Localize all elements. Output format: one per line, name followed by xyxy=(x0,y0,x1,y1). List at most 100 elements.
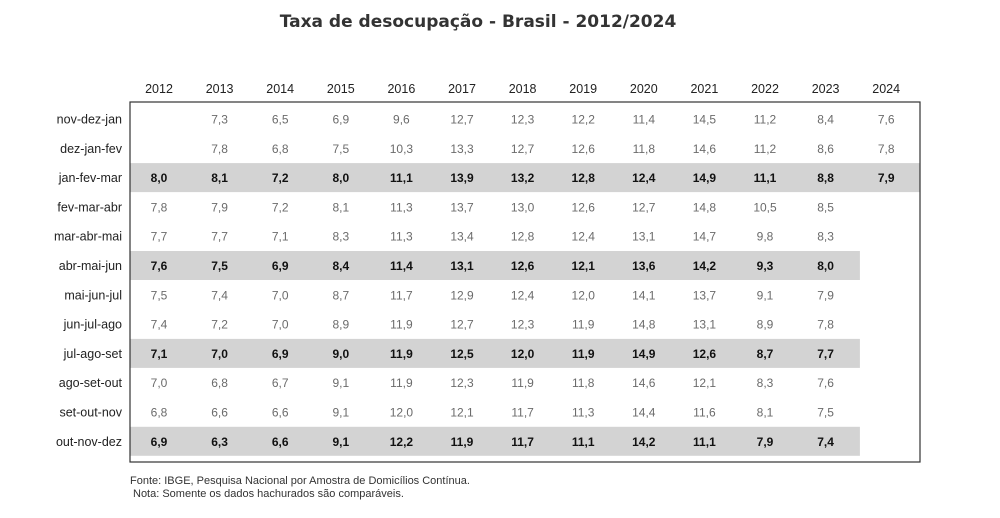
year-header-2016: 2016 xyxy=(387,82,415,96)
table-cell-mar-abr-mai-2021: 14,7 xyxy=(693,230,717,244)
table-cell-fev-mar-abr-2019: 12,6 xyxy=(572,200,596,214)
table-cell-set-out-nov-2017: 12,1 xyxy=(450,406,474,420)
table-cell-mar-abr-mai-2016: 11,3 xyxy=(390,230,413,244)
row-label-out-nov-dez: out-nov-dez xyxy=(56,435,122,449)
table-cell-out-nov-dez-2016: 12,2 xyxy=(390,435,414,449)
year-header-2013: 2013 xyxy=(206,82,234,96)
year-header-2015: 2015 xyxy=(327,82,355,96)
table-cell-ago-set-out-2013: 6,8 xyxy=(211,376,228,390)
table-cell-jan-fev-mar-2015: 8,0 xyxy=(332,171,349,185)
table-cell-mai-jun-jul-2020: 14,1 xyxy=(632,288,656,302)
table-cell-mai-jun-jul-2016: 11,7 xyxy=(390,288,413,302)
table-cell-ago-set-out-2017: 12,3 xyxy=(450,376,474,390)
table-cell-mar-abr-mai-2015: 8,3 xyxy=(332,230,349,244)
table-cell-abr-mai-jun-2023: 8,0 xyxy=(817,259,834,273)
table-cell-abr-mai-jun-2012: 7,6 xyxy=(151,259,168,273)
table-cell-jul-ago-set-2020: 14,9 xyxy=(632,347,656,361)
table-cell-jun-jul-ago-2020: 14,8 xyxy=(632,318,656,332)
table-cell-jul-ago-set-2014: 6,9 xyxy=(272,347,289,361)
table-cell-ago-set-out-2016: 11,9 xyxy=(390,376,413,390)
row-label-abr-mai-jun: abr-mai-jun xyxy=(59,259,122,273)
table-cell-out-nov-dez-2021: 11,1 xyxy=(693,435,716,449)
table-cell-jan-fev-mar-2012: 8,0 xyxy=(151,171,168,185)
table-cell-jun-jul-ago-2014: 7,0 xyxy=(272,318,289,332)
row-label-set-out-nov: set-out-nov xyxy=(59,406,122,420)
table-cell-ago-set-out-2021: 12,1 xyxy=(693,376,717,390)
table-cell-out-nov-dez-2014: 6,6 xyxy=(272,435,289,449)
highlight-band-jan-fev-mar xyxy=(130,163,920,193)
table-cell-nov-dez-jan-2014: 6,5 xyxy=(272,113,289,127)
chart-title: Taxa de desocupação - Brasil - 2012/2024 xyxy=(279,12,677,32)
table-cell-jul-ago-set-2017: 12,5 xyxy=(450,347,474,361)
table-cell-out-nov-dez-2015: 9,1 xyxy=(332,435,349,449)
table-border xyxy=(129,101,921,463)
table-cell-nov-dez-jan-2017: 12,7 xyxy=(450,113,474,127)
table-cell-mai-jun-jul-2017: 12,9 xyxy=(450,288,474,302)
table-cell-fev-mar-abr-2018: 13,0 xyxy=(511,200,535,214)
row-label-mar-abr-mai: mar-abr-mai xyxy=(54,230,122,244)
table-cell-jan-fev-mar-2020: 12,4 xyxy=(632,171,656,185)
table-cell-mai-jun-jul-2013: 7,4 xyxy=(211,288,228,302)
table-cell-dez-jan-fev-2015: 7,5 xyxy=(332,142,349,156)
table-cell-set-out-nov-2022: 8,1 xyxy=(757,406,774,420)
year-header-2020: 2020 xyxy=(630,82,658,96)
table-cell-jul-ago-set-2021: 12,6 xyxy=(693,347,717,361)
table-cell-fev-mar-abr-2017: 13,7 xyxy=(450,200,474,214)
table-cell-fev-mar-abr-2020: 12,7 xyxy=(632,200,656,214)
table-cell-jan-fev-mar-2023: 8,8 xyxy=(817,171,834,185)
table-cell-nov-dez-jan-2022: 11,2 xyxy=(754,113,777,127)
table-cell-set-out-nov-2013: 6,6 xyxy=(211,406,228,420)
table-cell-set-out-nov-2018: 11,7 xyxy=(511,406,534,420)
table-cell-out-nov-dez-2013: 6,3 xyxy=(211,435,228,449)
table-cell-fev-mar-abr-2012: 7,8 xyxy=(151,200,168,214)
table-cell-mai-jun-jul-2014: 7,0 xyxy=(272,288,289,302)
row-labels: nov-dez-jan dez-jan-fev jan-fev-mar fev-mar… xyxy=(54,113,123,449)
table-cell-dez-jan-fev-2020: 11,8 xyxy=(633,142,656,156)
table-cell-set-out-nov-2021: 11,6 xyxy=(693,406,716,420)
table-cell-ago-set-out-2012: 7,0 xyxy=(151,376,168,390)
table-cell-jul-ago-set-2015: 9,0 xyxy=(332,347,349,361)
table-cell-mar-abr-mai-2017: 13,4 xyxy=(450,230,474,244)
table-cell-set-out-nov-2019: 11,3 xyxy=(572,406,595,420)
table-cell-abr-mai-jun-2022: 9,3 xyxy=(757,259,774,273)
table-cell-fev-mar-abr-2021: 14,8 xyxy=(693,200,717,214)
table-cell-jun-jul-ago-2012: 7,4 xyxy=(151,318,168,332)
table-cell-jan-fev-mar-2019: 12,8 xyxy=(572,171,596,185)
table-cell-out-nov-dez-2018: 11,7 xyxy=(511,435,534,449)
table-cell-nov-dez-jan-2023: 8,4 xyxy=(817,113,834,127)
table-cell-jan-fev-mar-2018: 13,2 xyxy=(511,171,535,185)
table-cell-abr-mai-jun-2016: 11,4 xyxy=(390,259,413,273)
table-cell-nov-dez-jan-2015: 6,9 xyxy=(332,113,349,127)
table-cell-jun-jul-ago-2023: 7,8 xyxy=(817,318,834,332)
year-headers: 2012 2013 2014 2015 2016 2017 2018 2019 2020 2021… xyxy=(145,82,900,96)
table-cell-ago-set-out-2018: 11,9 xyxy=(511,376,534,390)
table-cell-jul-ago-set-2016: 11,9 xyxy=(390,347,413,361)
year-header-2012: 2012 xyxy=(145,82,173,96)
table-cell-out-nov-dez-2019: 11,1 xyxy=(572,435,595,449)
table-cell-jan-fev-mar-2013: 8,1 xyxy=(211,171,228,185)
table-cell-dez-jan-fev-2021: 14,6 xyxy=(693,142,717,156)
table-cell-set-out-nov-2015: 9,1 xyxy=(332,406,349,420)
row-label-ago-set-out: ago-set-out xyxy=(59,376,123,390)
table-cell-nov-dez-jan-2018: 12,3 xyxy=(511,113,535,127)
table-cell-jan-fev-mar-2022: 11,1 xyxy=(754,171,777,185)
comparability-note: Nota: Somente os dados hachurados são co… xyxy=(133,488,404,500)
table-cell-mar-abr-mai-2020: 13,1 xyxy=(632,230,656,244)
table-cell-mai-jun-jul-2022: 9,1 xyxy=(757,288,774,302)
table-cell-dez-jan-fev-2024: 7,8 xyxy=(878,142,895,156)
table-cell-ago-set-out-2015: 9,1 xyxy=(332,376,349,390)
highlight-band-out-nov-dez xyxy=(130,426,860,456)
highlight-band-abr-mai-jun xyxy=(130,251,860,280)
table-cell-ago-set-out-2020: 14,6 xyxy=(632,376,656,390)
table-cell-jan-fev-mar-2016: 11,1 xyxy=(390,171,413,185)
table-cell-nov-dez-jan-2021: 14,5 xyxy=(693,113,717,127)
year-header-2014: 2014 xyxy=(266,82,294,96)
table-cell-dez-jan-fev-2017: 13,3 xyxy=(450,142,474,156)
table-cell-jul-ago-set-2013: 7,0 xyxy=(211,347,228,361)
table-cell-mai-jun-jul-2018: 12,4 xyxy=(511,288,535,302)
table-cell-abr-mai-jun-2020: 13,6 xyxy=(632,259,656,273)
row-label-jan-fev-mar: jan-fev-mar xyxy=(58,171,122,185)
highlight-bands xyxy=(130,163,920,456)
table-cell-nov-dez-jan-2019: 12,2 xyxy=(572,113,596,127)
